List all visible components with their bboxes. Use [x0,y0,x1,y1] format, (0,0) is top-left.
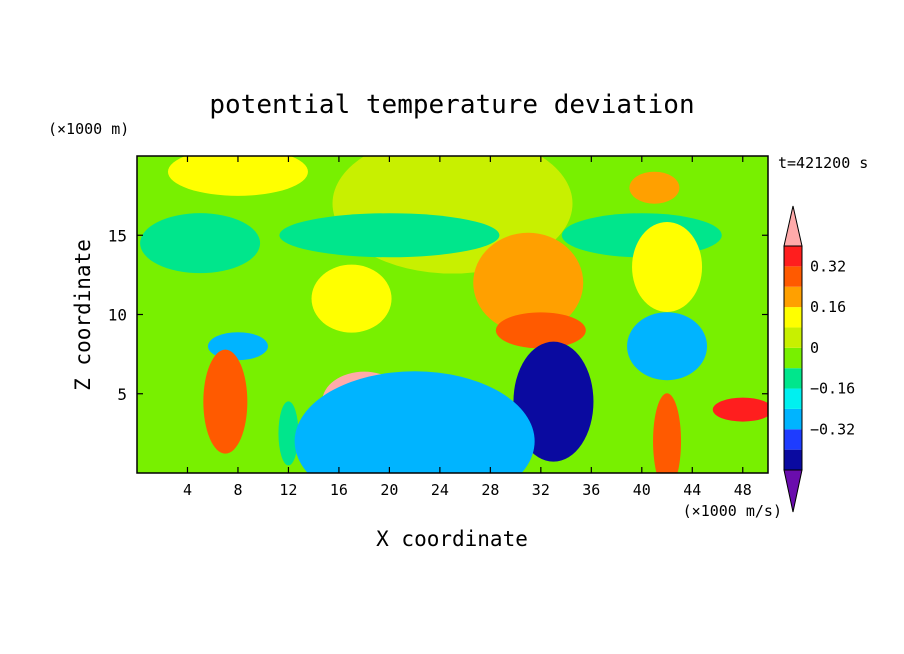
y-tick-label: 10 [108,306,127,325]
colorbar-swatch [784,307,802,328]
y-tick-label: 5 [117,385,127,404]
colorbar-swatch [784,429,802,450]
colorbar-swatch [784,327,802,348]
x-tick-label: 40 [633,481,651,499]
y-axis-label: Z coordinate [71,239,95,391]
colorbar-tick-label: −0.32 [810,420,855,438]
plot-area [137,156,768,473]
colorbar-swatch [784,246,802,267]
contour-region [167,156,308,196]
y-axis: 5 10 15 [108,226,768,404]
x-unit-label: (×1000 m/s) [683,502,782,520]
x-tick-label: 28 [481,481,499,499]
contour-region [632,221,703,312]
contour-region [279,213,500,258]
colorbar-swatch [784,347,802,369]
y-tick-label: 15 [108,226,127,245]
contour-region [278,401,299,466]
contour-region [712,397,768,422]
colorbar-extension-low [783,469,803,513]
x-tick-label: 36 [582,481,600,499]
contour-region [495,312,586,349]
y-unit-label: (×1000 m) [48,120,129,138]
contour-region [311,264,392,333]
contour-region [140,213,261,274]
contour-region [203,349,248,454]
contour-region [473,232,584,333]
contour-region [653,393,682,473]
colorbar-tick-label: 0.16 [810,298,846,316]
contour-regions [140,156,768,473]
time-label: t=421200 s [778,154,868,172]
x-tick-label: 8 [233,481,242,499]
x-tick-label: 20 [380,481,398,499]
x-tick-label: 48 [734,481,752,499]
x-tick-label: 44 [683,481,701,499]
contour-region [627,312,708,381]
colorbar-tick-label: 0.32 [810,257,846,275]
contour-region [294,371,535,473]
x-axis: 4 8 12 16 20 24 28 32 36 40 44 48 [183,156,752,499]
x-tick-label: 12 [279,481,297,499]
colorbar-swatch [784,266,802,287]
x-tick-label: 32 [532,481,550,499]
colorbar-swatch [784,408,802,430]
colorbar-tick-label: −0.16 [810,380,855,398]
chart-title: potential temperature deviation [209,90,694,120]
colorbar: 0.32 0.16 0 −0.16 −0.32 [783,205,855,513]
colorbar-extension-high [783,205,803,247]
colorbar-swatch [784,368,802,389]
contour-region [629,171,680,204]
x-axis-label: X coordinate [376,527,528,551]
x-tick-label: 4 [183,481,192,499]
colorbar-swatch [784,388,802,409]
x-tick-label: 16 [330,481,348,499]
x-tick-label: 24 [431,481,449,499]
colorbar-tick-label: 0 [810,339,819,357]
colorbar-swatch [784,449,802,470]
colorbar-swatch [784,286,802,308]
